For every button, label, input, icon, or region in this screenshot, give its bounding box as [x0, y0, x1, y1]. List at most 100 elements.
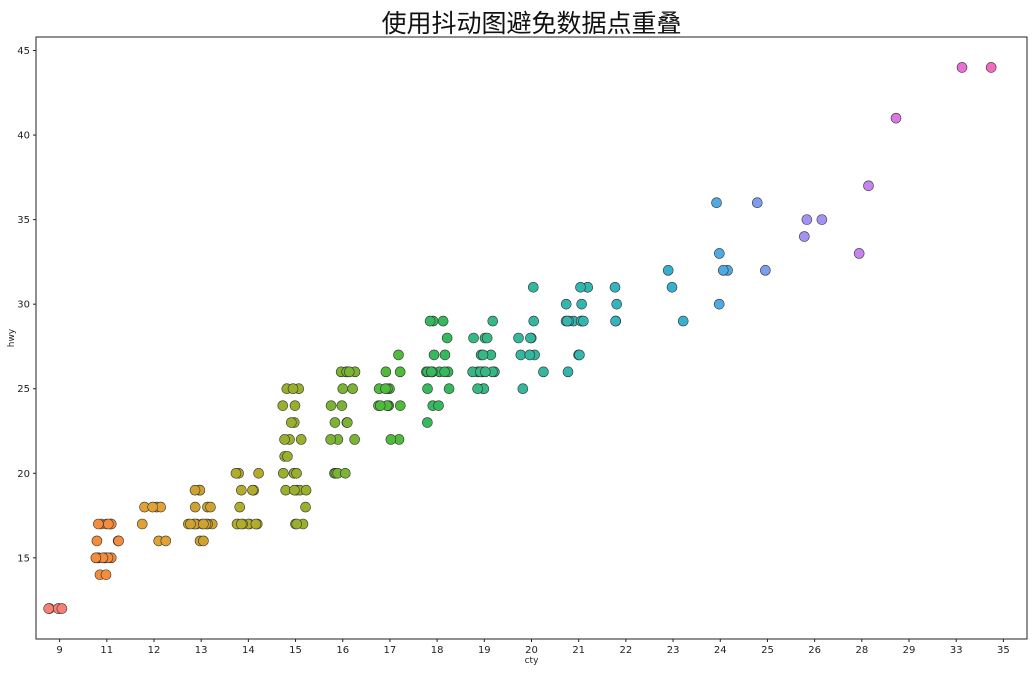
data-point [517, 383, 529, 395]
data-point [247, 484, 258, 496]
data-point [578, 315, 589, 327]
x-tick-label: 11 [100, 645, 113, 656]
data-point [424, 315, 436, 327]
data-point [100, 569, 112, 581]
data-point [609, 281, 621, 293]
data-point [562, 366, 574, 378]
data-point [340, 467, 351, 479]
data-point [325, 400, 337, 411]
data-point [147, 501, 158, 513]
y-tick-label: 30 [17, 300, 30, 311]
data-point [439, 349, 451, 361]
data-point [437, 315, 449, 327]
data-point [279, 434, 290, 445]
data-point [428, 349, 440, 361]
data-point [286, 417, 297, 428]
x-tick-label: 9 [56, 645, 62, 656]
data-point [289, 400, 301, 411]
data-point [433, 400, 444, 411]
data-point [385, 434, 397, 445]
data-point [711, 197, 722, 209]
y-tick-label: 40 [17, 131, 30, 142]
data-point [422, 383, 433, 395]
data-point [90, 552, 102, 564]
x-tick-label: 28 [855, 645, 868, 656]
data-point [347, 383, 358, 395]
x-tick-label: 23 [667, 645, 680, 656]
x-tick-label: 19 [478, 645, 491, 656]
data-point [234, 501, 246, 513]
data-point [560, 298, 572, 310]
data-point [236, 484, 247, 496]
data-point [481, 332, 493, 344]
data-point [714, 248, 725, 259]
data-point [575, 281, 586, 293]
data-point [441, 332, 453, 344]
x-tick-label: 14 [242, 645, 255, 656]
x-tick-label: 25 [761, 645, 774, 656]
data-point [610, 315, 621, 327]
data-point [250, 518, 262, 530]
data-point [611, 298, 623, 310]
data-point [103, 518, 114, 530]
data-point [287, 383, 299, 395]
x-tick-label: 15 [289, 645, 302, 656]
data-point [662, 265, 674, 276]
x-tick-label: 22 [620, 645, 633, 656]
data-point [336, 400, 348, 411]
y-tick-label: 45 [17, 46, 30, 57]
data-point [349, 434, 360, 445]
data-point [513, 332, 524, 344]
data-point [576, 298, 587, 310]
data-point [524, 349, 536, 361]
data-point [300, 501, 311, 513]
data-point [890, 112, 902, 124]
data-point [185, 518, 196, 530]
data-point [515, 349, 527, 361]
data-point [113, 535, 124, 547]
data-point [189, 484, 201, 496]
data-point [985, 62, 997, 73]
data-point [343, 366, 355, 378]
data-point [487, 315, 499, 327]
y-tick-label: 20 [17, 469, 30, 480]
data-point [751, 197, 763, 209]
data-point [394, 366, 406, 378]
y-tick-label: 15 [17, 553, 30, 564]
data-point [300, 484, 312, 496]
data-point [282, 451, 293, 462]
data-point [760, 265, 771, 276]
data-point [422, 417, 433, 428]
data-point [395, 400, 406, 411]
x-tick-label: 20 [525, 645, 538, 656]
data-point [468, 332, 479, 344]
data-point [337, 383, 349, 395]
data-point [801, 214, 813, 225]
y-tick-label: 35 [17, 215, 30, 226]
x-tick-label: 21 [572, 645, 585, 656]
data-point [198, 518, 209, 530]
data-point [561, 315, 573, 327]
data-point [91, 535, 103, 547]
data-point [278, 467, 289, 479]
data-point [198, 535, 209, 547]
data-point [799, 231, 810, 242]
x-tick-label: 29 [903, 645, 916, 656]
data-point [230, 467, 242, 479]
data-point [160, 535, 172, 547]
data-point [253, 467, 264, 479]
x-tick-label: 35 [997, 645, 1010, 656]
x-tick-label: 24 [714, 645, 727, 656]
data-point [291, 467, 302, 479]
data-point [289, 484, 300, 496]
data-point [956, 62, 968, 73]
data-point [525, 332, 536, 344]
data-point [295, 434, 307, 445]
x-tick-label: 17 [384, 645, 397, 656]
x-tick-label: 26 [808, 645, 821, 656]
data-point [443, 383, 455, 395]
data-point [205, 501, 216, 513]
y-axis-label: hwy [7, 328, 17, 347]
